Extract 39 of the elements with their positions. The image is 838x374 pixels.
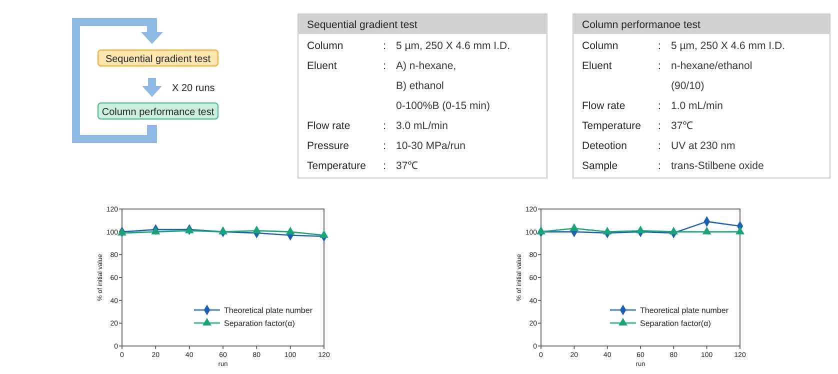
category-label: Sample	[582, 160, 618, 172]
text: : trans-Stilbene oxide	[658, 160, 764, 172]
text: Column performanoe test	[582, 19, 701, 31]
text: B) ethanol	[396, 80, 444, 92]
text: : 1.0 mL/min	[658, 100, 724, 112]
text: : A) n-hexane,	[383, 60, 456, 72]
legend-label: Separation factor(α)	[224, 319, 296, 328]
category-label: Column	[582, 40, 618, 52]
category-label: Temperature	[582, 120, 642, 132]
legend-label: Theoretical plate number	[224, 306, 313, 315]
category-label: Pressure	[307, 140, 350, 152]
point	[286, 226, 295, 234]
category-label: Temperature	[307, 160, 366, 172]
text: : 10-30 MPa/run	[383, 140, 466, 152]
text: : 37℃	[658, 120, 694, 132]
point	[151, 226, 160, 234]
category-label: Eluent	[307, 60, 337, 72]
point	[252, 226, 262, 234]
text: : 5 µm, 250 X 4.6 mm I.D.	[658, 40, 786, 52]
text: : 3.0 mL/min	[383, 120, 448, 132]
legend-label: Theoretical plate number	[640, 306, 729, 315]
category-label: Flow rate	[307, 120, 350, 132]
point	[320, 230, 328, 238]
text: (90/10)	[671, 80, 704, 92]
legend-label: Separation factor(α)	[640, 319, 712, 328]
category-label: Column	[307, 40, 344, 52]
category-label: Eluent	[582, 60, 612, 72]
category-label: Flow rate	[582, 100, 626, 112]
text: Column performance test	[102, 107, 214, 118]
category-label: Deteotion	[582, 140, 628, 152]
text: : 37℃	[383, 160, 419, 172]
text: : 5 µm, 250 X 4.6 mm I.D.	[383, 40, 510, 52]
point	[218, 226, 228, 234]
text: 0-100%B (0-15 min)	[396, 100, 490, 112]
text: Sequential gradient test	[105, 54, 211, 65]
text: : UV at 230 nm	[658, 140, 736, 152]
text: : n-hexane/ethanol	[658, 60, 752, 72]
text: X 20 runs	[172, 83, 215, 94]
text: Sequential gradient test	[307, 19, 418, 31]
